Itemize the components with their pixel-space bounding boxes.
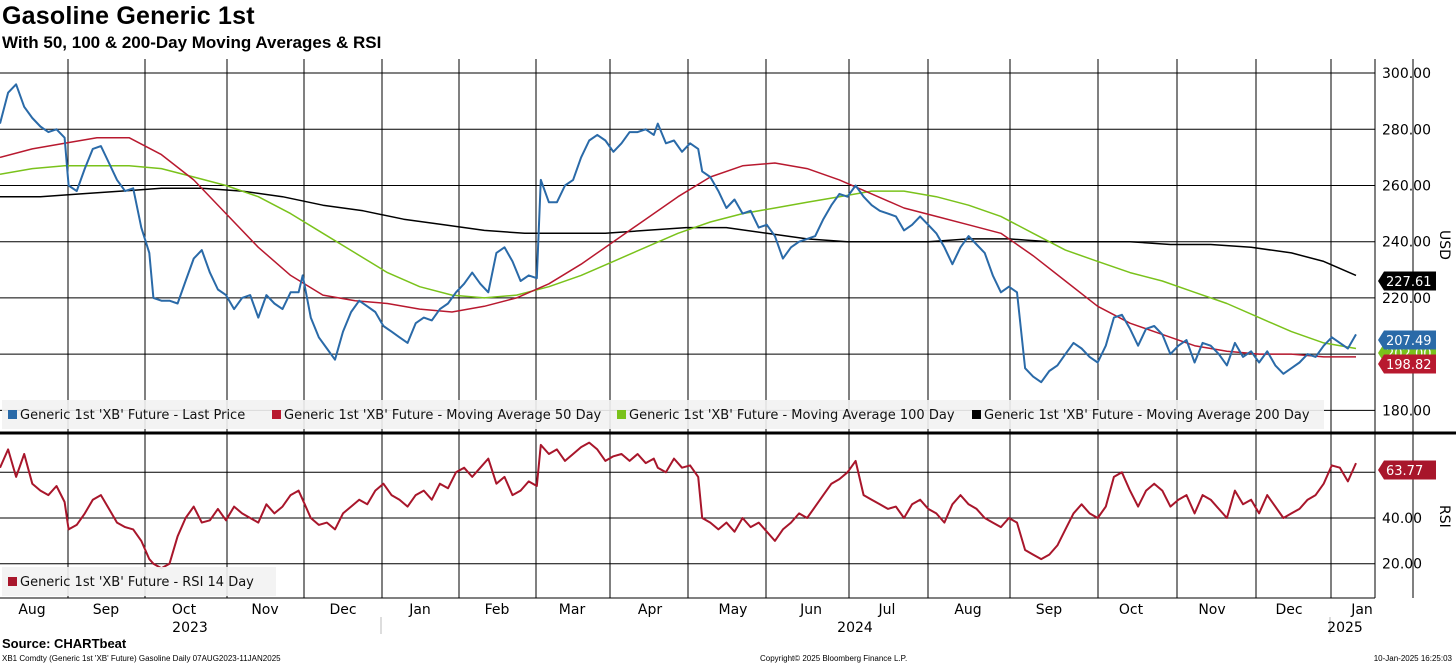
legend-entry: Generic 1st 'XB' Future - Moving Average… bbox=[629, 408, 955, 423]
series-line-ma100 bbox=[0, 165, 1357, 350]
series-line-ma200 bbox=[0, 187, 1357, 277]
price-tag-bg bbox=[1378, 330, 1436, 350]
series-line-rsi bbox=[0, 441, 1357, 570]
price-legend-box bbox=[2, 400, 1324, 429]
x-month-label: Nov bbox=[1198, 602, 1225, 618]
rsi-y-tick-label: 40.00 bbox=[1382, 511, 1422, 527]
ma200-tag-bg bbox=[1378, 271, 1436, 291]
x-month-label: Dec bbox=[1275, 602, 1302, 618]
legend-entry: Generic 1st 'XB' Future - Moving Average… bbox=[284, 408, 602, 423]
price-y-tick-label: 180.00 bbox=[1382, 403, 1431, 419]
x-month-label: Mar bbox=[559, 602, 586, 618]
ma50-series bbox=[0, 136, 1356, 358]
x-month-label: Oct bbox=[1119, 602, 1144, 618]
ma200-tag-label: 227.61 bbox=[1386, 275, 1432, 290]
x-month-label: Nov bbox=[251, 602, 278, 618]
chart-title: Gasoline Generic 1st bbox=[2, 2, 255, 30]
rsi-legend-box bbox=[2, 567, 276, 596]
price-y-tick-label: 300.00 bbox=[1382, 66, 1431, 82]
rsi-tag-label: 63.77 bbox=[1386, 464, 1423, 479]
ma200-series bbox=[0, 187, 1357, 277]
x-month-label: Aug bbox=[18, 602, 45, 618]
footer-timestamp: 10-Jan-2025 16:25:03 bbox=[1373, 654, 1452, 663]
rsi-tag-bg bbox=[1378, 460, 1436, 480]
x-month-label: May bbox=[719, 602, 748, 618]
series-line-price bbox=[0, 83, 1357, 384]
x-month-label: Aug bbox=[954, 602, 981, 618]
legend-swatch bbox=[8, 577, 17, 586]
price-y-tick-label: 220.00 bbox=[1382, 291, 1431, 307]
x-month-label: Feb bbox=[485, 602, 510, 618]
x-month-label: Oct bbox=[172, 602, 197, 618]
x-month-label: Jan bbox=[1350, 602, 1373, 618]
footer-ticker-info: XB1 Comdty (Generic 1st 'XB' Future) Gas… bbox=[2, 654, 281, 663]
footer-copyright: Copyright© 2025 Bloomberg Finance L.P. bbox=[760, 654, 908, 663]
x-month-label: Jul bbox=[878, 602, 896, 618]
x-month-label: Dec bbox=[329, 602, 356, 618]
price-y-tick-label: 260.00 bbox=[1382, 178, 1431, 194]
price-axis-title: USD bbox=[1436, 230, 1452, 260]
x-year-label: 2025 bbox=[1327, 620, 1363, 636]
price-series bbox=[0, 83, 1357, 384]
source-note: Source: CHARTbeat bbox=[2, 636, 127, 651]
chart-subtitle: With 50, 100 & 200-Day Moving Averages &… bbox=[2, 33, 382, 52]
price-tag-label: 207.49 bbox=[1386, 334, 1432, 349]
price-y-tick-label: 240.00 bbox=[1382, 235, 1431, 251]
series-line-ma50 bbox=[0, 136, 1356, 358]
ma50-tag-bg bbox=[1378, 354, 1436, 374]
ma100-series bbox=[0, 165, 1357, 350]
legend-swatch bbox=[972, 410, 981, 419]
legend-swatch bbox=[8, 410, 17, 419]
legend-entry: Generic 1st 'XB' Future - Last Price bbox=[20, 408, 245, 423]
price-y-tick-label: 280.00 bbox=[1382, 122, 1431, 138]
legend-swatch bbox=[617, 410, 626, 419]
rsi-axis-title: RSI bbox=[1436, 505, 1452, 528]
x-year-label: 2024 bbox=[837, 620, 873, 636]
legend-layer: Generic 1st 'XB' Future - Last Price Gene… bbox=[2, 400, 1324, 596]
x-month-label: Sep bbox=[1036, 602, 1063, 618]
x-month-label: Jun bbox=[799, 602, 822, 618]
x-year-label: 2023 bbox=[172, 620, 208, 636]
legend-entry: Generic 1st 'XB' Future - RSI 14 Day bbox=[20, 575, 254, 590]
x-month-label: Apr bbox=[638, 602, 662, 618]
legend-swatch bbox=[272, 410, 281, 419]
ma50-tag-label: 198.82 bbox=[1386, 358, 1432, 373]
legend-entry: Generic 1st 'XB' Future - Moving Average… bbox=[984, 408, 1310, 423]
rsi-series bbox=[0, 441, 1357, 570]
x-month-label: Sep bbox=[93, 602, 120, 618]
x-month-label: Jan bbox=[408, 602, 431, 618]
rsi-y-tick-label: 20.00 bbox=[1382, 557, 1422, 573]
